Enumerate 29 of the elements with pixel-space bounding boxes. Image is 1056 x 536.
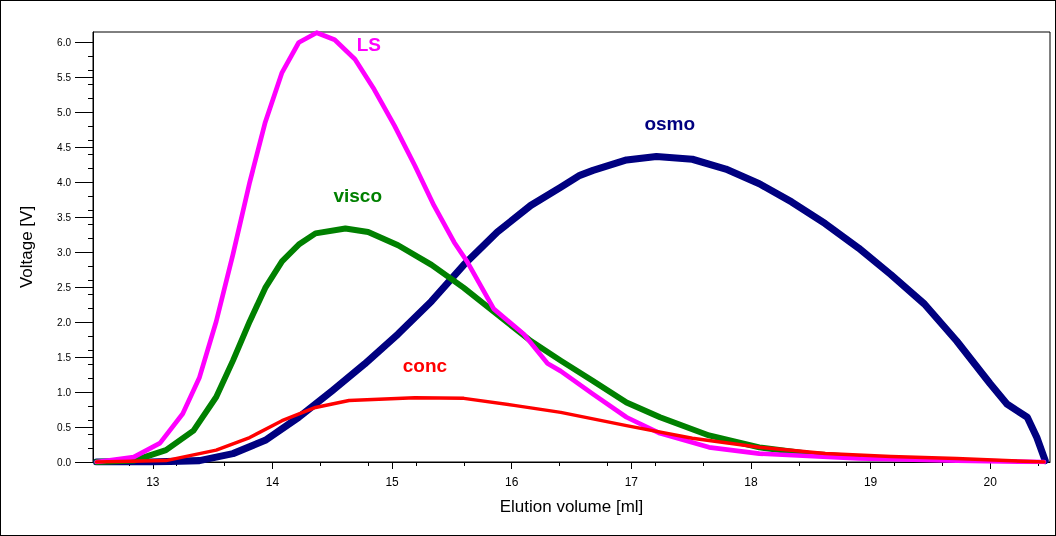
y-tick-label: 4.0 [57,176,72,188]
y-tick-label: 2.0 [57,316,72,328]
x-tick-label: 19 [863,475,878,489]
y-tick-label: 0.0 [57,456,72,468]
series-label: LS [356,33,381,55]
y-tick-label: 5.5 [57,71,72,83]
x-tick-label: 14 [265,475,280,489]
y-axis-title: Voltage [V] [17,205,36,289]
y-tick-label: 3.5 [57,211,72,223]
series-label: visco [333,185,382,207]
y-tick-label: 6.0 [57,36,72,48]
x-tick-label: 13 [146,475,160,489]
y-tick-label: 0.5 [57,421,72,433]
line-series [94,30,1047,465]
x-tick-label: 17 [624,475,639,489]
x-tick-label: 20 [983,475,998,489]
line-series [94,395,1046,464]
y-tick-label: 1.0 [57,386,72,398]
x-tick-label: 15 [385,475,400,489]
x-tick-label: 16 [505,475,519,489]
y-tick-label: 3.0 [57,246,72,258]
x-axis-title: Elution volume [ml] [499,497,644,516]
series-label: conc [402,354,448,376]
series-label: osmo [644,113,696,135]
y-tick-label: 1.5 [57,351,72,363]
y-tick-label: 4.5 [57,141,72,153]
y-tick-label: 2.5 [57,281,72,293]
x-tick-label: 18 [744,475,758,489]
y-tick-label: 5.0 [57,106,72,118]
